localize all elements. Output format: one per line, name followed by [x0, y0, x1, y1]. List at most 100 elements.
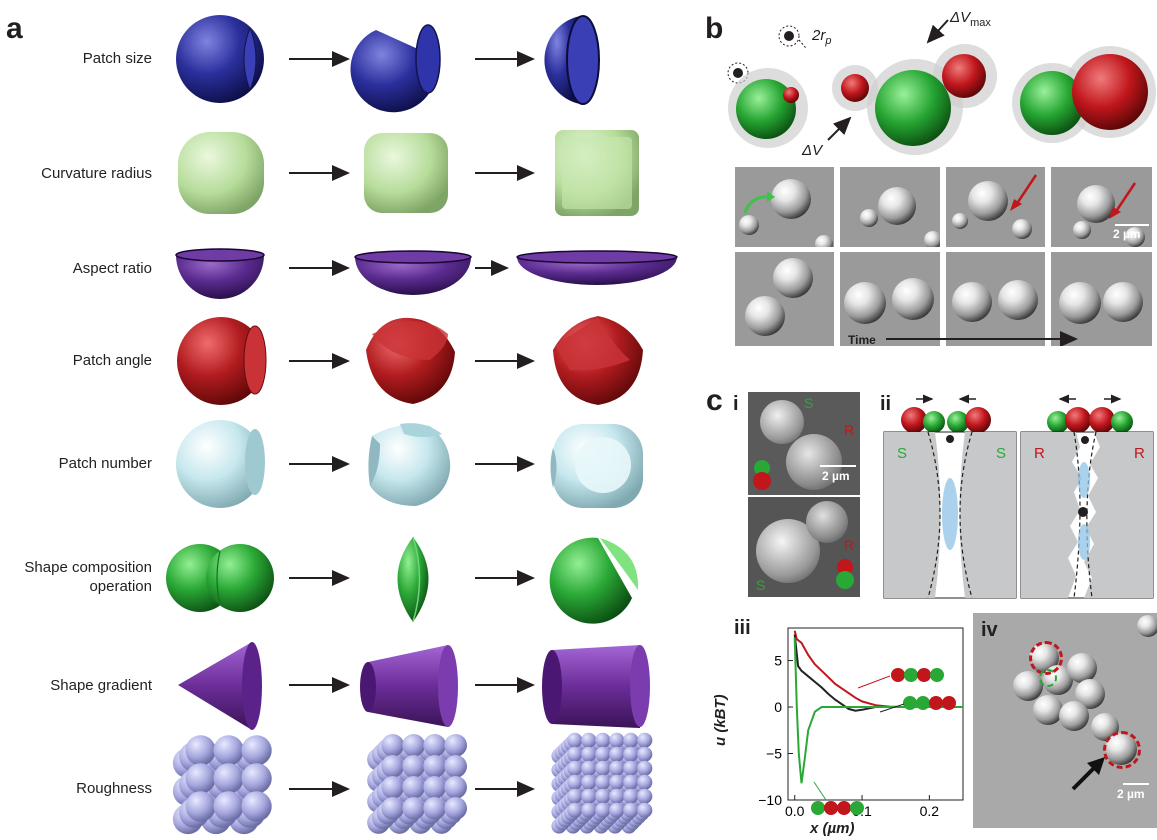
- dimer-bead: [904, 668, 918, 682]
- sem-image-bottom: R S: [748, 497, 860, 597]
- panel-b-schematic: [727, 19, 1156, 155]
- roughness-sphere: [637, 788, 653, 804]
- roughness-sphere: [381, 754, 405, 778]
- micrograph-b-1: [735, 167, 834, 247]
- roughness-sphere: [581, 732, 597, 748]
- patch-angle-shape-1: [177, 317, 267, 405]
- dimer-icon-black-curve: [903, 696, 956, 710]
- patch-size-shape-1: [176, 15, 264, 103]
- surface-label-s-left: S: [897, 445, 908, 462]
- roughness-sphere: [423, 754, 447, 778]
- roughness-sphere: [623, 760, 639, 776]
- schematic-particle-pair-3: [1012, 46, 1156, 143]
- roughness-sphere: [581, 760, 597, 776]
- roughness-sphere: [567, 774, 583, 790]
- chart-ylabel: u (kBT): [712, 694, 729, 746]
- row-label-roughness: Roughness: [76, 780, 152, 797]
- panel-c-iv-label: iv: [981, 619, 998, 641]
- roughness-sphere: [637, 802, 653, 818]
- roughness-sphere: [637, 760, 653, 776]
- roughness-sphere: [623, 774, 639, 790]
- composition-shape-2: [397, 536, 429, 623]
- roughness-sphere: [595, 774, 611, 790]
- roughness-sphere: [423, 775, 447, 799]
- aspect-shape-3: [516, 250, 678, 285]
- sem-label-s-top: S: [804, 395, 814, 411]
- pointer-arrow-icon: [1071, 757, 1105, 791]
- scalebar-b-line: [1115, 224, 1149, 226]
- roughness-sphere: [423, 796, 447, 820]
- x-tick-label: 0.2: [920, 803, 940, 819]
- y-tick-label: −10: [758, 792, 782, 808]
- schematic-particle-pair-1: [728, 68, 808, 148]
- composition-shape-1: [166, 544, 274, 612]
- scalebar-b-label: 2 µm: [1113, 227, 1141, 241]
- scalebar-civ-line: [1123, 783, 1149, 785]
- micrograph-b-5: [735, 252, 834, 346]
- sem-image-top: S R 2 µm: [748, 392, 860, 495]
- dimer-bead: [811, 801, 825, 815]
- row-label-patch-angle: Patch angle: [72, 352, 152, 369]
- panel-c-letter: c: [706, 384, 723, 417]
- roughness-sphere: [185, 791, 216, 822]
- row-label-curvature-radius: Curvature radius: [41, 165, 152, 182]
- chart-xlabel: x (µm): [810, 820, 855, 837]
- roughness-sphere: [444, 733, 468, 757]
- surface-label-s-right: S: [996, 445, 1007, 462]
- roughness-sphere: [623, 746, 639, 762]
- roughness-sphere: [241, 791, 272, 822]
- roughness-sphere: [609, 802, 625, 818]
- roughness-sphere: [402, 754, 426, 778]
- series-line-0: [793, 630, 963, 708]
- micrograph-c-iv: iv 2 µm: [973, 613, 1157, 828]
- roughness-sphere: [609, 732, 625, 748]
- curvature-shape-2: [364, 133, 448, 213]
- panel-c-i-label: i: [733, 393, 739, 415]
- scalebar-ci-line: [820, 465, 856, 467]
- dimer-bead: [891, 668, 905, 682]
- micrograph-b-6: [840, 252, 940, 346]
- gradient-shape-3: [542, 645, 650, 728]
- roughness-sphere: [444, 796, 468, 820]
- roughness-sphere: [637, 746, 653, 762]
- pointer-green: [813, 781, 827, 801]
- row-label-patch-size: Patch size: [82, 50, 152, 67]
- smooth-surfaces-box: [883, 431, 1017, 599]
- panel-b-letter: b: [705, 12, 724, 45]
- gradient-shape-2: [360, 645, 458, 727]
- red-arrow-icon: [1010, 174, 1038, 211]
- roughness-sphere: [241, 763, 272, 794]
- roughness-sphere: [381, 733, 405, 757]
- patch-angle-shape-2: [366, 317, 455, 404]
- micrograph-b-3: [946, 167, 1045, 247]
- roughness-sphere: [595, 732, 611, 748]
- dimer-icon-green-curve: [811, 801, 864, 815]
- rough-surfaces-box: [1020, 431, 1154, 599]
- roughness-sphere: [609, 746, 625, 762]
- x-tick-label: 0.0: [785, 803, 805, 819]
- attracting-dimers-icon: [901, 394, 991, 433]
- sem-label-s-bottom: S: [756, 577, 766, 593]
- r-s-dimer-icon: [836, 559, 854, 589]
- plot-frame: [787, 627, 964, 801]
- pointer-red: [857, 675, 891, 689]
- curvature-shape-3: [555, 130, 639, 216]
- panel-c-iii-label: iii: [734, 617, 751, 639]
- dimer-bead: [850, 801, 864, 815]
- label-2rp: 2rp: [812, 27, 832, 47]
- patch-size-shape-3: [544, 15, 600, 105]
- roughness-sphere: [402, 775, 426, 799]
- roughness-shape-3: [551, 732, 653, 834]
- roughness-sphere: [567, 732, 583, 748]
- roughness-sphere: [581, 788, 597, 804]
- label-dvmax: ΔVmax: [950, 9, 991, 29]
- repelling-dimers-icon: [1047, 394, 1133, 433]
- micrograph-b-7: [946, 252, 1045, 346]
- roughness-sphere: [185, 763, 216, 794]
- roughness-sphere: [444, 754, 468, 778]
- roughness-sphere: [381, 775, 405, 799]
- y-tick-label: 0: [774, 699, 782, 715]
- series-line-2: [793, 637, 963, 784]
- dv-arrow: [827, 116, 852, 141]
- roughness-sphere: [581, 802, 597, 818]
